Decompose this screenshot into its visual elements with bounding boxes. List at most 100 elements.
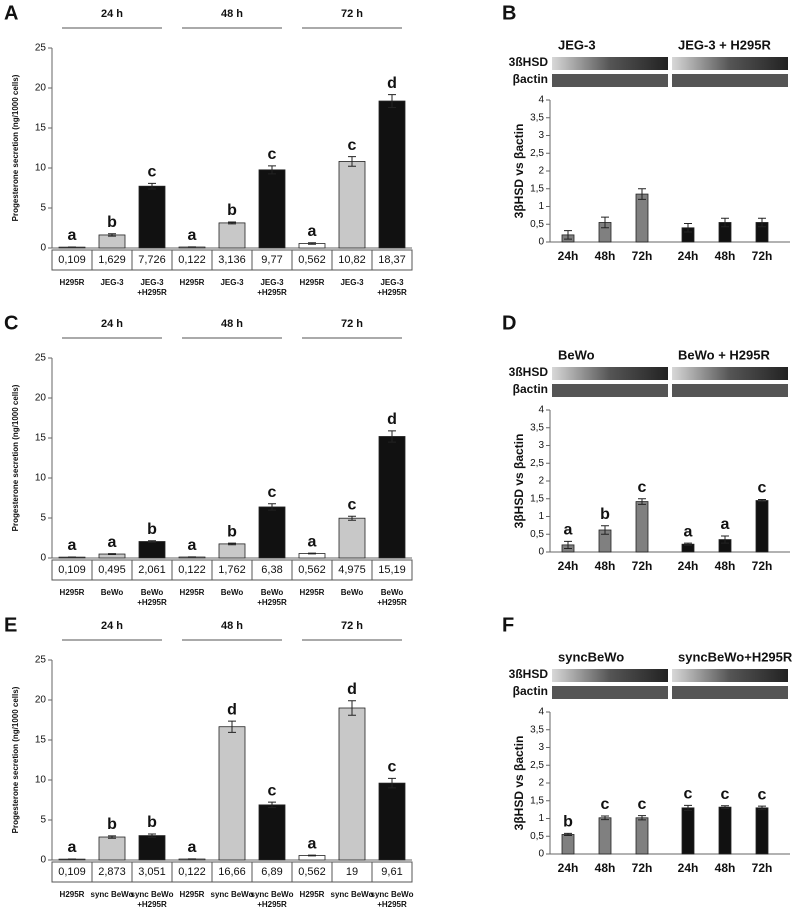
error-bar — [638, 815, 646, 821]
bar — [98, 234, 126, 249]
bar — [378, 100, 406, 249]
bar — [635, 817, 649, 855]
group-label: 24 h — [101, 318, 123, 330]
significance-letter: c — [268, 782, 277, 799]
value-label: 0,122 — [178, 564, 206, 576]
group-label: syncBeWo+H295R — [678, 649, 793, 664]
significance-letter: c — [758, 480, 767, 497]
x-tick-label: 48h — [595, 861, 616, 875]
error-bar — [308, 242, 316, 245]
error-bar — [684, 223, 692, 233]
error-bar — [684, 542, 692, 546]
value-label: 18,37 — [378, 254, 406, 266]
value-label: 0,562 — [298, 564, 326, 576]
x-tick-label: BeWo +H295R — [137, 588, 167, 607]
group-label: 72 h — [341, 620, 363, 632]
x-tick-label: BeWo — [100, 588, 124, 597]
value-label: 2,061 — [138, 564, 166, 576]
x-tick-label: sync BeWo — [210, 890, 254, 899]
blot-band — [552, 57, 668, 70]
blot-band — [672, 367, 788, 380]
y-tick-label: 2 — [538, 476, 544, 487]
bar — [218, 726, 246, 861]
significance-letter: c — [601, 796, 610, 813]
significance-letter: b — [227, 202, 237, 219]
x-tick-label: H295R — [59, 278, 85, 287]
y-tick-label: 0 — [538, 237, 544, 248]
y-tick-label: 2,5 — [530, 458, 544, 469]
error-bar — [268, 165, 276, 175]
table-cell — [371, 559, 413, 581]
error-bar — [564, 230, 572, 240]
value-label: 0,109 — [58, 866, 86, 878]
bar — [258, 169, 286, 249]
value-label: 3,136 — [218, 254, 246, 266]
group-label: 48 h — [221, 620, 243, 632]
group-label: 48 h — [221, 318, 243, 330]
x-tick-label: 24h — [558, 861, 579, 875]
error-bar — [758, 498, 766, 503]
table-cell — [371, 249, 413, 271]
group-label: BeWo — [558, 347, 595, 362]
x-tick-label: sync BeWo +H295R — [370, 890, 414, 909]
blot-band — [672, 74, 788, 87]
y-tick-label: 20 — [35, 695, 47, 706]
x-tick-label: BeWo — [220, 588, 244, 597]
blot-band — [552, 686, 668, 699]
group-label: BeWo + H295R — [678, 347, 770, 362]
significance-letter: c — [684, 786, 693, 803]
y-tick-label: 0 — [40, 855, 46, 866]
x-tick-label: 24h — [678, 559, 699, 573]
x-tick-label: 48h — [595, 249, 616, 263]
bar — [378, 782, 406, 861]
blot-band — [672, 384, 788, 397]
blot-band — [552, 384, 668, 397]
bar — [755, 807, 769, 855]
y-tick-label: 10 — [35, 473, 47, 484]
y-tick-label: 20 — [35, 83, 47, 94]
bar — [98, 836, 126, 861]
significance-letter: c — [638, 796, 647, 813]
y-tick-label: 15 — [35, 123, 47, 134]
blot-band — [672, 686, 788, 699]
value-label: 15,19 — [378, 564, 406, 576]
error-bar — [388, 430, 396, 443]
blot-label: 3ßHSD — [509, 667, 549, 681]
group-label: JEG-3 + H295R — [678, 37, 771, 52]
x-tick-label: sync BeWo — [330, 890, 374, 899]
x-tick-label: H295R — [299, 588, 325, 597]
significance-letter: d — [347, 681, 357, 698]
bar — [258, 506, 286, 559]
y-tick-label: 0,5 — [530, 831, 544, 842]
x-tick-label: sync BeWo — [90, 890, 134, 899]
significance-letter: c — [148, 164, 157, 181]
error-bar — [228, 221, 236, 225]
blot-band — [672, 57, 788, 70]
significance-letter: b — [147, 521, 157, 538]
x-tick-label: 72h — [752, 249, 773, 263]
significance-letter: a — [721, 516, 730, 533]
panel-label: C — [4, 312, 18, 334]
significance-letter: b — [107, 214, 117, 231]
y-tick-label: 0,5 — [530, 529, 544, 540]
bar — [755, 500, 769, 553]
bar — [258, 804, 286, 861]
y-tick-label: 1 — [538, 201, 544, 212]
y-tick-label: 25 — [35, 43, 47, 54]
x-tick-label: JEG-3 — [100, 278, 124, 287]
significance-letter: a — [564, 522, 573, 539]
value-label: 0,109 — [58, 564, 86, 576]
blot-label: βactin — [513, 72, 548, 86]
y-axis-title: Progesterone secretion (ng/1000 cells) — [11, 384, 20, 531]
error-bar — [758, 805, 766, 811]
bar — [598, 817, 612, 855]
error-bar — [348, 700, 356, 716]
y-tick-label: 4 — [538, 95, 544, 106]
y-tick-label: 2,5 — [530, 148, 544, 159]
error-bar — [308, 854, 316, 857]
significance-letter: a — [68, 227, 77, 244]
y-tick-label: 1 — [538, 511, 544, 522]
x-tick-label: H295R — [179, 890, 205, 899]
table-cell — [371, 861, 413, 883]
value-label: 0,109 — [58, 254, 86, 266]
